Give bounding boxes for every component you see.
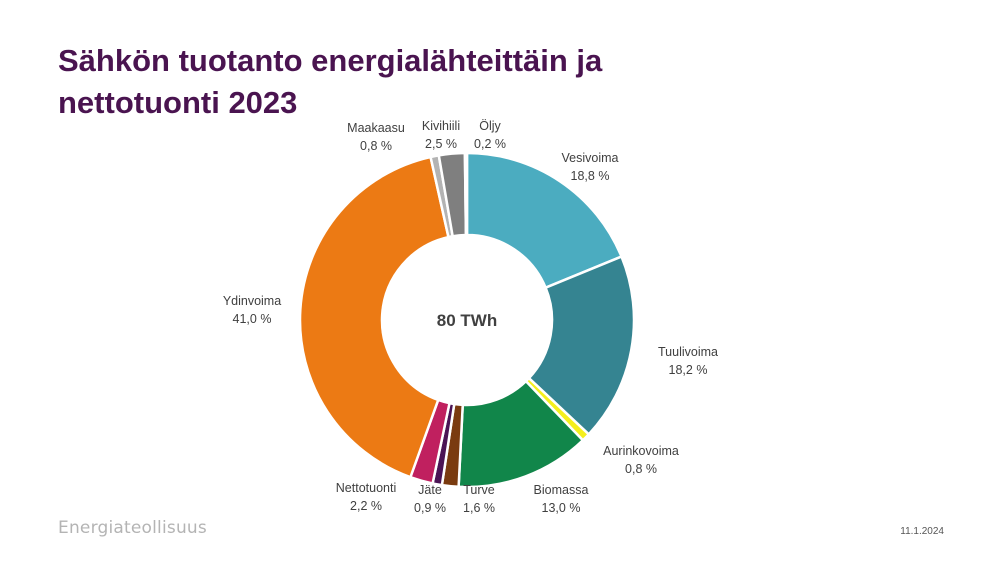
- slice-label-value: 0,8 %: [360, 139, 392, 153]
- slice-label-tuulivoima: Tuulivoima 18,2 %: [658, 345, 718, 377]
- slice-label-value: 13,0 %: [542, 501, 581, 515]
- slice-label-vesivoima: Vesivoima 18,8 %: [562, 151, 619, 183]
- slice-label-name: Vesivoima: [562, 151, 619, 165]
- slice-label-value: 0,2 %: [474, 137, 506, 151]
- slice-label-aurinkovoima: Aurinkovoima 0,8 %: [603, 444, 679, 476]
- slice-label-name: Aurinkovoima: [603, 444, 679, 458]
- slice-label-name: Ydinvoima: [223, 294, 281, 308]
- slice-label-value: 2,5 %: [425, 137, 457, 151]
- slice-ydinvoima: [298, 155, 450, 479]
- slice-vesivoima: [465, 151, 623, 289]
- slice-label-value: 18,8 %: [571, 169, 610, 183]
- slice-label-turve: Turve 1,6 %: [463, 483, 495, 515]
- slice-label-name: Maakaasu: [347, 121, 405, 135]
- slide-title: Sähkön tuotanto energialähteittäin ja ne…: [58, 43, 603, 120]
- slice-label-name: Turve: [463, 483, 495, 497]
- slice-label-name: Tuulivoima: [658, 345, 718, 359]
- slice-label-kivihiili: Kivihiili 2,5 %: [422, 119, 460, 151]
- slice-label-biomassa: Biomassa 13,0 %: [534, 483, 589, 515]
- slice-label-nettotuonti: Nettotuonti 2,2 %: [336, 481, 396, 513]
- slice-label-value: 0,9 %: [414, 501, 446, 515]
- slide-date: 11.1.2024: [900, 526, 944, 537]
- slice-label-value: 0,8 %: [625, 462, 657, 476]
- slice-labels: Vesivoima 18,8 % Tuulivoima 18,2 % Aurinkovo…: [223, 119, 718, 515]
- brand-logo-text: Energiateollisuus: [58, 518, 207, 538]
- slice-label-name: Nettotuonti: [336, 481, 396, 495]
- slice-label-name: Jäte: [418, 483, 442, 497]
- slice-label-value: 1,6 %: [463, 501, 495, 515]
- donut-slices: [298, 151, 636, 489]
- slice-tuulivoima: [527, 255, 636, 436]
- slice-label-ydinvoima: Ydinvoima 41,0 %: [223, 294, 281, 326]
- slice-label-value: 41,0 %: [233, 312, 272, 326]
- slice-label-oljy: Öljy 0,2 %: [474, 119, 506, 151]
- center-total-label: 80 TWh: [437, 311, 497, 330]
- slice-label-name: Biomassa: [534, 483, 589, 497]
- slice-label-jate: Jäte 0,9 %: [414, 483, 446, 515]
- slice-label-maakaasu: Maakaasu 0,8 %: [347, 121, 405, 153]
- slice-oljy: [463, 151, 469, 237]
- slice-label-value: 18,2 %: [669, 363, 708, 377]
- slice-label-name: Öljy: [479, 119, 501, 133]
- slice-label-name: Kivihiili: [422, 119, 460, 133]
- slice-label-value: 2,2 %: [350, 499, 382, 513]
